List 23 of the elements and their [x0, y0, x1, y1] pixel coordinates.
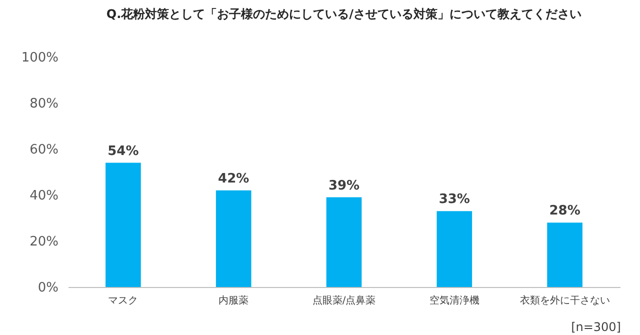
y-tick-label: 0% — [38, 280, 58, 296]
x-tick-label: 内服薬 — [218, 294, 249, 306]
data-label: 33% — [438, 192, 470, 208]
y-tick-label: 100% — [21, 50, 58, 66]
x-tick-label: マスク — [108, 296, 138, 306]
bar — [106, 162, 141, 287]
bar — [326, 197, 362, 287]
bar — [436, 211, 472, 287]
y-tick-label: 40% — [30, 188, 58, 204]
x-tick-label: 空気清浄機 — [429, 294, 480, 306]
x-tick-label: 衣類を外に干さない — [520, 294, 610, 306]
bar — [547, 222, 582, 287]
chart-title: Q.花粉対策として「お子様のためにしている/させている対策」について教えてください — [106, 7, 582, 21]
text: [n=300] — [571, 320, 621, 334]
y-tick-label: 80% — [30, 96, 58, 112]
data-label: 39% — [328, 178, 360, 194]
data-label: 42% — [218, 171, 250, 186]
y-tick-label: 60% — [30, 142, 58, 158]
x-tick-label: 点眼薬/点鼻薬 — [312, 294, 376, 306]
data-label: 54% — [108, 144, 139, 159]
y-tick-label: 20% — [30, 234, 58, 250]
bar — [216, 190, 252, 287]
data-label: 28% — [549, 204, 580, 219]
